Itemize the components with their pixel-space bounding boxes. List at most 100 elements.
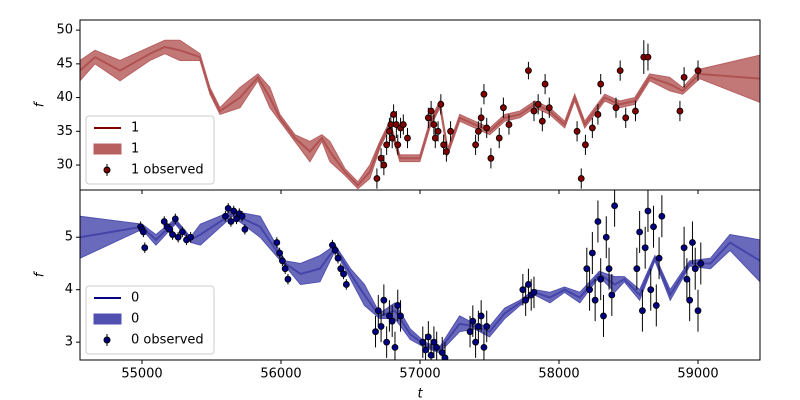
observed-point	[650, 223, 657, 231]
y-tick-label: 50	[56, 23, 73, 38]
observed-point	[187, 233, 195, 241]
observed-point	[538, 117, 546, 125]
observed-point	[431, 134, 439, 142]
observed-point	[689, 239, 696, 246]
observed-point	[372, 328, 379, 336]
observed-point	[573, 127, 581, 135]
plot-area	[80, 190, 760, 360]
observed-point	[443, 148, 450, 155]
observed-point	[530, 288, 538, 296]
observed-point	[683, 275, 691, 283]
observed-point	[377, 323, 385, 330]
observed-point	[583, 265, 591, 273]
observed-point	[522, 296, 530, 304]
observed-point	[525, 281, 532, 288]
y-axis-label: f	[33, 270, 48, 277]
legend-label: 0	[131, 312, 139, 327]
observed-point	[390, 111, 397, 118]
observed-point	[500, 104, 507, 112]
observed-point	[655, 254, 663, 262]
legend-swatch	[93, 143, 122, 155]
observed-point	[433, 344, 441, 351]
observed-point	[394, 302, 402, 309]
y-tick-label: 3	[65, 335, 73, 350]
observed-point	[588, 249, 596, 257]
observed-point	[680, 244, 688, 252]
observed-point	[487, 154, 495, 162]
observed-point	[404, 134, 411, 142]
observed-point	[477, 312, 485, 320]
observed-point	[334, 254, 342, 262]
observed-point	[647, 286, 655, 294]
observed-point	[525, 67, 532, 74]
observed-point	[600, 312, 607, 320]
x-tick-label: 55000	[121, 367, 162, 382]
observed-point	[430, 338, 438, 346]
observed-point	[419, 338, 427, 346]
observed-point	[141, 244, 149, 252]
observed-point	[534, 100, 542, 108]
observed-point	[602, 233, 610, 241]
legend-swatch	[103, 336, 111, 344]
observed-point	[399, 121, 407, 128]
observed-point	[374, 307, 382, 315]
frame	[79, 189, 761, 361]
observed-point	[691, 265, 699, 273]
observed-point	[447, 127, 454, 135]
observed-point	[337, 265, 345, 273]
observed-point	[174, 233, 182, 241]
observed-point	[160, 218, 168, 225]
observed-point	[342, 281, 350, 288]
observed-point	[387, 121, 395, 128]
x-tick-label: 58000	[538, 367, 579, 382]
observed-point	[639, 307, 646, 315]
observed-point	[474, 127, 482, 135]
observed-point	[284, 275, 292, 283]
observed-point	[434, 127, 442, 135]
observed-point	[427, 351, 435, 359]
observed-point	[644, 207, 652, 215]
observed-point	[166, 225, 174, 233]
observed-point	[594, 111, 602, 118]
observed-point	[474, 323, 482, 330]
observed-point	[541, 80, 549, 88]
x-tick-label: 57000	[399, 367, 440, 382]
y-axis-label: f	[33, 100, 48, 107]
observed-point	[424, 333, 432, 341]
observed-point	[636, 228, 644, 236]
observed-point	[641, 244, 649, 252]
observed-point	[373, 175, 381, 182]
observed-point	[383, 338, 391, 346]
observed-point	[397, 312, 404, 320]
observed-point	[441, 354, 449, 360]
observed-point	[477, 114, 485, 122]
observed-point	[424, 114, 432, 122]
observed-point	[340, 270, 347, 278]
observed-point	[438, 349, 446, 357]
observed-point	[388, 134, 396, 142]
legend-label: 1	[131, 142, 139, 157]
observed-point	[466, 328, 474, 336]
observed-point	[469, 317, 477, 325]
observed-point	[276, 249, 284, 257]
observed-point	[697, 260, 705, 267]
observed-point	[480, 90, 488, 98]
observed-point	[597, 80, 605, 88]
band	[80, 210, 760, 354]
plot-area	[80, 39, 760, 190]
x-tick-label: 59000	[677, 367, 718, 382]
observed-point	[139, 228, 147, 236]
observed-point	[577, 175, 585, 182]
legend	[85, 115, 215, 185]
observed-point	[632, 107, 639, 115]
y-tick-label: 35	[56, 124, 73, 139]
observed-point	[612, 104, 620, 112]
observed-point	[622, 114, 630, 122]
observed-point	[694, 307, 702, 315]
observed-point	[658, 212, 666, 220]
y-tick-label: 45	[56, 56, 73, 71]
observed-point	[221, 212, 229, 220]
observed-point	[241, 225, 249, 233]
observed-point	[530, 107, 538, 115]
